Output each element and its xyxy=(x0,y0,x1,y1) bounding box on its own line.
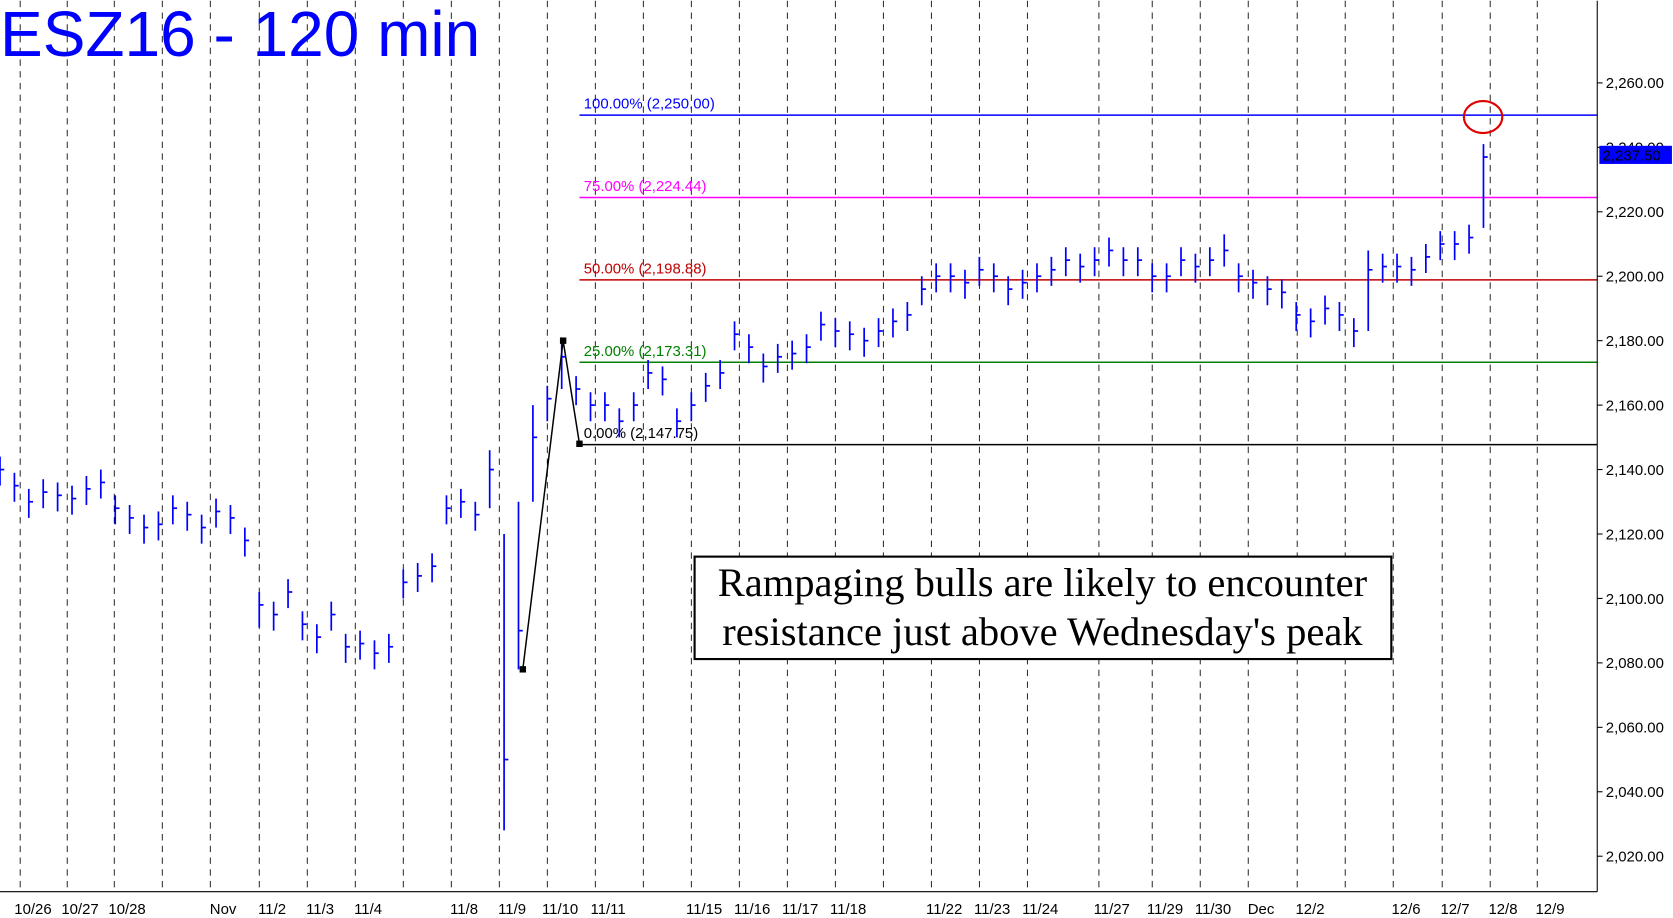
swing-point xyxy=(576,440,583,447)
x-tick-label: 11/4 xyxy=(354,901,382,918)
x-tick-label: Dec xyxy=(1248,901,1275,918)
x-tick-label: 11/23 xyxy=(974,901,1010,918)
swing-point xyxy=(559,337,567,344)
y-tick-label: 2,040.00 xyxy=(1606,784,1664,801)
x-tick-label: 10/27 xyxy=(61,901,98,918)
x-tick-label: 11/17 xyxy=(782,901,818,918)
x-tick-label: 11/11 xyxy=(591,901,626,918)
x-tick-label: 10/28 xyxy=(108,901,145,918)
x-tick-label: 11/30 xyxy=(1195,901,1231,918)
x-tick-label: Nov xyxy=(210,901,237,918)
y-tick-label: 2,020.00 xyxy=(1606,849,1664,866)
y-tick-label: 2,220.00 xyxy=(1606,204,1664,221)
x-tick-label: 11/16 xyxy=(734,901,770,918)
y-tick-label: 2,180.00 xyxy=(1606,333,1664,350)
y-tick-label: 2,160.00 xyxy=(1606,397,1664,414)
x-tick-label: 11/15 xyxy=(686,901,722,918)
grid: 2,020.00 2,040.00 2,060.00 2,080.00 2,100.00… xyxy=(14,0,1664,918)
x-tick-label: 11/2 xyxy=(258,901,286,918)
x-tick-label: 11/3 xyxy=(306,901,334,918)
overlay: 2,237.50 xyxy=(519,145,1672,673)
x-tick-label: 11/10 xyxy=(542,901,578,918)
x-tick-label: 11/8 xyxy=(450,901,478,918)
y-tick-label: 2,200.00 xyxy=(1606,269,1664,286)
chart-title: ESZ16 - 120 min xyxy=(0,0,480,70)
x-tick-label: 12/7 xyxy=(1440,901,1469,918)
fib-label: 50.00% (2,198.88) xyxy=(584,260,707,277)
x-tick-label: 11/27 xyxy=(1094,901,1130,918)
fib-levels: 100.00% (2,250.00) 75.00% (2,224.44) 50.00… xyxy=(579,96,1598,446)
y-tick-label: 2,140.00 xyxy=(1606,462,1664,479)
x-tick-label: 11/29 xyxy=(1147,901,1183,918)
x-tick-label: 12/2 xyxy=(1295,901,1324,918)
x-tick-label: 12/8 xyxy=(1488,901,1517,918)
fib-label: 25.00% (2,173.31) xyxy=(584,343,707,360)
y-tick-label: 2,100.00 xyxy=(1606,591,1664,608)
last-price-label: 2,237.50 xyxy=(1603,148,1661,165)
y-tick-label: 2,060.00 xyxy=(1606,720,1664,737)
swing-line xyxy=(522,340,581,670)
last-price-box xyxy=(1599,145,1672,164)
x-tick-label: 10/26 xyxy=(14,901,51,918)
swing-point xyxy=(519,666,527,673)
annotation-line: Rampaging bulls are likely to encounter xyxy=(718,560,1368,605)
x-tick-label: 11/24 xyxy=(1022,901,1058,918)
price-bars xyxy=(0,144,1488,831)
fib-label: 75.00% (2,224.44) xyxy=(584,178,707,195)
annotation-line: resistance just above Wednesday's peak xyxy=(722,609,1363,654)
y-tick-label: 2,260.00 xyxy=(1606,75,1664,92)
x-tick-label: 12/6 xyxy=(1391,901,1420,918)
y-tick-label: 2,080.00 xyxy=(1606,655,1664,672)
fib-label: 0.00% (2,147.75) xyxy=(584,425,699,442)
x-tick-label: 12/9 xyxy=(1536,901,1565,918)
annotation-box xyxy=(693,555,1393,661)
fib-label: 100.00% (2,250.00) xyxy=(584,96,715,113)
x-tick-label: 11/22 xyxy=(926,901,962,918)
x-tick-label: 11/9 xyxy=(498,901,526,918)
highlight-circle xyxy=(1462,99,1504,135)
x-tick-label: 11/18 xyxy=(830,901,866,918)
y-tick-label: 2,120.00 xyxy=(1606,526,1664,543)
